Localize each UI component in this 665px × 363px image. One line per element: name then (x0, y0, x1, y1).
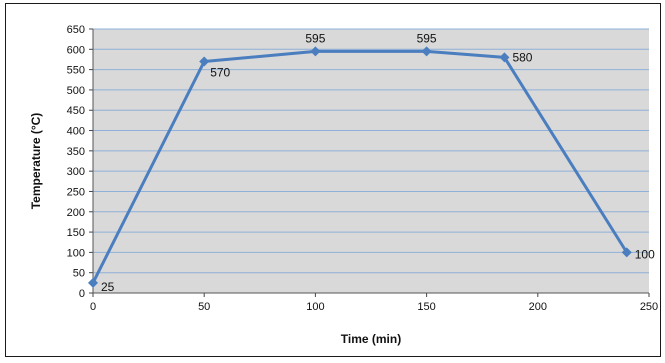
data-point-marker (199, 56, 210, 67)
data-point-marker (621, 247, 632, 258)
data-labels-layer: 25 570 595 595 580 100 (101, 31, 655, 294)
data-label: 595 (417, 31, 437, 45)
data-label: 580 (512, 50, 532, 64)
y-tick-label: 450 (67, 105, 85, 117)
data-label: 595 (305, 31, 325, 45)
x-tick-label: 200 (529, 301, 547, 313)
y-tick-label: 100 (67, 247, 85, 259)
data-point-marker (310, 46, 321, 57)
data-point-marker (421, 46, 432, 57)
y-tick-label: 350 (67, 146, 85, 158)
x-tick-label: 150 (417, 301, 435, 313)
x-tick-labels: 0 50 100 150 200 250 (90, 301, 658, 313)
plot-area (93, 29, 649, 293)
axes (92, 29, 649, 294)
y-tick-label: 200 (67, 207, 85, 219)
y-tick-label: 650 (67, 24, 85, 36)
data-point-marker (88, 277, 98, 288)
grid-lines (89, 28, 650, 297)
y-tick-label: 600 (67, 44, 85, 56)
data-label: 100 (635, 247, 655, 261)
series-layer (88, 46, 632, 288)
x-tick-label: 50 (198, 301, 210, 313)
data-label: 570 (210, 65, 230, 79)
x-tick-label: 100 (306, 301, 324, 313)
y-tick-label: 0 (79, 288, 85, 300)
y-tick-labels: 0 50 100 150 200 250 300 350 400 450 500 550 600 650 (67, 24, 85, 300)
y-tick-label: 150 (67, 227, 85, 239)
y-tick-label: 400 (67, 126, 85, 138)
y-tick-label: 550 (67, 65, 85, 77)
x-tick-label: 250 (640, 301, 658, 313)
y-tick-label: 50 (73, 268, 85, 280)
data-point-marker (499, 52, 510, 63)
series-line (91, 49, 629, 284)
y-tick-label: 250 (67, 186, 85, 198)
x-tick-label: 0 (90, 301, 96, 313)
y-tick-label: 300 (67, 166, 85, 178)
data-label: 25 (101, 280, 115, 294)
x-axis-title: Time (min) (341, 332, 401, 346)
y-axis-title: Temperature (°C) (29, 113, 43, 210)
y-tick-label: 500 (67, 85, 85, 97)
